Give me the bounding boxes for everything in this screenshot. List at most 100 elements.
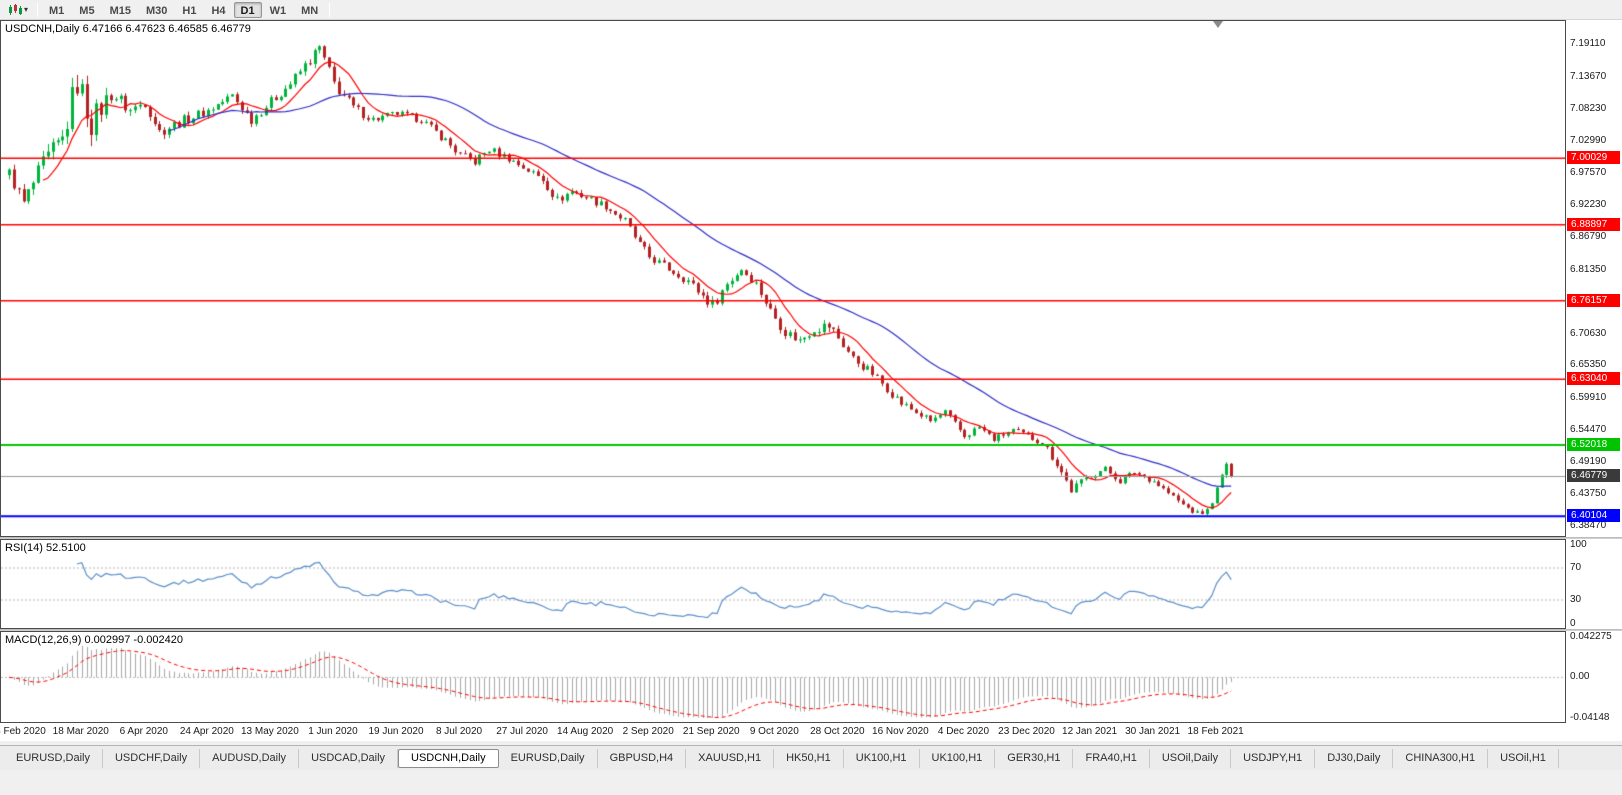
- price-level-badge: 7.00029: [1567, 151, 1620, 165]
- x-axis-label: 8 Jul 2020: [435, 726, 483, 737]
- timeframe-button-d1[interactable]: D1: [233, 1, 262, 18]
- y-axis-tick: 6.81350: [1570, 263, 1607, 275]
- pane-separator[interactable]: [0, 629, 1622, 631]
- symbol-tab-gbpusd-h4[interactable]: GBPUSD,H4: [598, 748, 687, 768]
- price-level-badge: 6.40104: [1567, 509, 1620, 523]
- timeframe-button-m1[interactable]: M1: [49, 4, 65, 17]
- x-axis-label: 28 Feb 2020: [0, 726, 46, 737]
- symbol-tab-hk50-h1[interactable]: HK50,H1: [774, 748, 844, 768]
- symbol-tab-usdjpy-h1[interactable]: USDJPY,H1: [1231, 748, 1316, 768]
- x-axis-label: 18 Feb 2021: [1187, 726, 1244, 737]
- x-axis-label: 6 Apr 2020: [119, 726, 168, 737]
- x-axis-label: 24 Apr 2020: [179, 726, 234, 737]
- rsi-axis-tick: 30: [1570, 594, 1582, 605]
- timeframe-button-mn[interactable]: MN: [301, 4, 319, 17]
- x-axis-label: 4 Dec 2020: [937, 726, 990, 737]
- chart-tab-bar: EURUSD,Daily USDCHF,Daily AUDUSD,Daily USDC…: [0, 745, 1622, 770]
- timeframe-button-m5[interactable]: M5: [79, 4, 95, 17]
- timeframe-button-m30[interactable]: M30: [145, 4, 168, 17]
- y-axis-tick: 6.86790: [1570, 231, 1607, 243]
- y-axis-tick: 6.54470: [1570, 424, 1607, 436]
- y-axis-tick: 6.49190: [1570, 455, 1607, 467]
- symbol-tab-audusd-daily[interactable]: AUDUSD,Daily: [200, 748, 300, 768]
- symbol-tab-xauusd-h1[interactable]: XAUUSD,H1: [686, 748, 775, 768]
- y-axis-tick: 6.65350: [1570, 359, 1607, 371]
- price-plot[interactable]: USDCNH,Daily 6.47166 6.47623 6.46585 6.4…: [0, 20, 1566, 537]
- x-axis-label: 30 Jan 2021: [1125, 726, 1181, 737]
- rsi-canvas[interactable]: [1, 540, 1565, 628]
- timeframe-button-w1[interactable]: W1: [269, 4, 287, 17]
- price-level-badge: 6.52018: [1567, 438, 1620, 452]
- chart-type-dropdown[interactable]: ▾: [3, 1, 33, 18]
- symbol-tab-usdcnh-daily[interactable]: USDCNH,Daily: [398, 748, 499, 768]
- symbol-tab-usoil-daily[interactable]: USOil,Daily: [1150, 748, 1232, 768]
- symbol-tab-china300-h1[interactable]: CHINA300,H1: [1393, 748, 1489, 768]
- time-axis[interactable]: 28 Feb 2020 18 Mar 2020 6 Apr 2020 24 Apr 2…: [0, 723, 1566, 741]
- x-axis-label: 19 Jun 2020: [368, 726, 424, 737]
- time-axis-row: 28 Feb 2020 18 Mar 2020 6 Apr 2020 24 Apr 2…: [0, 723, 1622, 741]
- macd-axis: 0.042275 0.00 -0.04148: [1566, 631, 1622, 723]
- x-axis-label: 18 Mar 2020: [52, 726, 109, 737]
- pane-separator[interactable]: [0, 537, 1622, 539]
- symbol-tab-fra40-h1[interactable]: FRA40,H1: [1073, 748, 1150, 768]
- x-axis-label: 13 May 2020: [240, 726, 299, 737]
- symbol-tab-eurusd-daily[interactable]: EURUSD,Daily: [4, 748, 103, 768]
- macd-canvas[interactable]: [1, 632, 1565, 722]
- timeframe-button-m15[interactable]: M15: [109, 4, 131, 17]
- symbol-tab-ger30-h1[interactable]: GER30,H1: [995, 748, 1074, 768]
- x-axis-label: 12 Jan 2021: [1062, 726, 1118, 737]
- y-axis-tick: 7.08230: [1570, 103, 1607, 115]
- price-axis: 7.19110 7.13670 7.08230 7.02990 6.97570 6.922…: [1566, 20, 1622, 537]
- macd-plot[interactable]: MACD(12,26,9) 0.002997 -0.002420: [0, 631, 1566, 723]
- rsi-axis-tick: 100: [1570, 539, 1587, 550]
- macd-pane: MACD(12,26,9) 0.002997 -0.002420 0.04227…: [0, 631, 1622, 723]
- chart-title: USDCNH,Daily 6.47166 6.47623 6.46585 6.4…: [5, 23, 251, 35]
- x-axis-label: 14 Aug 2020: [557, 726, 614, 737]
- x-axis-label: 2 Sep 2020: [622, 726, 674, 737]
- window-filler: [0, 770, 1622, 795]
- rsi-label: RSI(14) 52.5100: [5, 542, 86, 554]
- symbol-tab-usdcad-daily[interactable]: USDCAD,Daily: [299, 748, 399, 768]
- y-axis-tick: 6.59910: [1570, 391, 1607, 403]
- y-axis-tick: 6.38470: [1570, 520, 1607, 532]
- price-level-badge: 6.63040: [1567, 372, 1620, 386]
- symbol-tab-eurusd-daily[interactable]: EURUSD,Daily: [499, 748, 598, 768]
- symbol-tab-usdchf-daily[interactable]: USDCHF,Daily: [103, 748, 201, 768]
- macd-axis-tick: -0.04148: [1570, 712, 1610, 723]
- macd-label: MACD(12,26,9) 0.002997 -0.002420: [5, 634, 183, 646]
- rsi-axis: 100 70 30 0: [1566, 539, 1622, 629]
- y-axis-tick: 7.19110: [1570, 38, 1606, 50]
- timeframe-buttons: M1 M5 M15 M30 H1 H4 D1 W1 MN: [42, 1, 325, 18]
- symbol-tab-uk100-h1[interactable]: UK100,H1: [844, 748, 920, 768]
- y-axis-tick: 6.97570: [1570, 166, 1607, 178]
- rsi-axis-tick: 0: [1570, 618, 1576, 629]
- x-axis-label: 23 Dec 2020: [998, 726, 1055, 737]
- chevron-down-icon: ▾: [24, 4, 29, 14]
- x-axis-label: 9 Oct 2020: [749, 726, 799, 737]
- timeframe-button-h1[interactable]: H1: [182, 4, 197, 17]
- timeframe-button-h4[interactable]: H4: [211, 4, 226, 17]
- axis-corner: [1566, 723, 1622, 741]
- x-axis-label: 27 Jul 2020: [496, 726, 548, 737]
- y-axis-tick: 7.13670: [1570, 70, 1607, 82]
- toolbar-separator: [329, 2, 331, 17]
- symbol-tab-dj30-daily[interactable]: DJ30,Daily: [1315, 748, 1394, 768]
- timeframe-toolbar: ▾ M1 M5 M15 M30 H1 H4 D1 W1 MN: [0, 0, 1622, 20]
- rsi-pane: RSI(14) 52.5100 100 70 30 0: [0, 539, 1622, 629]
- x-axis-label: 28 Oct 2020: [810, 726, 865, 737]
- x-axis-label: 1 Jun 2020: [308, 726, 358, 737]
- chart-area: USDCNH,Daily 6.47166 6.47623 6.46585 6.4…: [0, 20, 1622, 741]
- chart-shift-marker[interactable]: [1213, 21, 1224, 28]
- price-level-badge: 6.88897: [1567, 217, 1620, 231]
- macd-axis-tick: 0.042275: [1570, 631, 1612, 642]
- rsi-plot[interactable]: RSI(14) 52.5100: [0, 539, 1566, 629]
- price-pane: USDCNH,Daily 6.47166 6.47623 6.46585 6.4…: [0, 20, 1622, 537]
- x-axis-label: 16 Nov 2020: [872, 726, 929, 737]
- symbol-tab-usoil-h1[interactable]: USOil,H1: [1488, 748, 1559, 768]
- price-chart-canvas[interactable]: [1, 21, 1565, 536]
- symbol-tab-uk100-h1[interactable]: UK100,H1: [920, 748, 996, 768]
- candlestick-chart-icon: [9, 4, 22, 15]
- rsi-axis-tick: 70: [1570, 562, 1582, 573]
- toolbar-separator: [37, 2, 39, 17]
